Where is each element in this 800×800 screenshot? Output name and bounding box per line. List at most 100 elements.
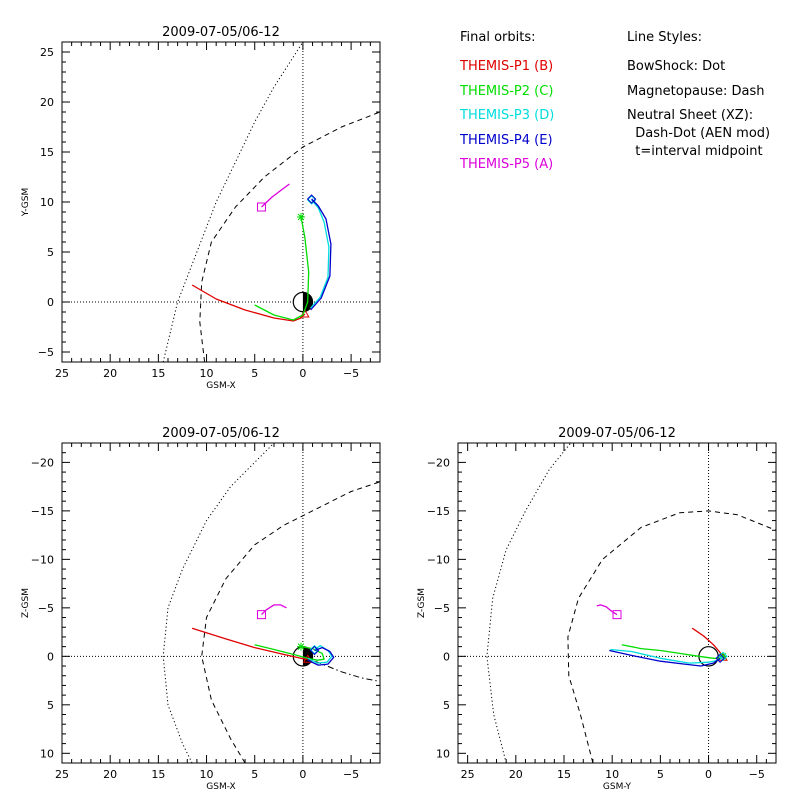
y-tick-label: −15 (427, 505, 450, 518)
panel-xz: 2009-07-05/06-12 25 20 15 10 5 0 −5 10 5 0 −5 −10 −15… (21, 426, 381, 792)
y-tick-label: 10 (40, 747, 54, 760)
y-tick-label: −20 (427, 456, 450, 469)
orbit-line-p4 (307, 646, 335, 666)
orbit-end-marker-p5 (612, 610, 622, 620)
x-tick-label: 25 (55, 367, 69, 380)
orbit-line-p1 (191, 284, 306, 322)
panel-yz: 2009-07-05/06-12 25 20 15 10 5 0 −5 10 5 0 −5 −10 −15… (417, 426, 777, 792)
magnetopause-line (567, 510, 776, 763)
orbit-line-p5 (596, 604, 618, 616)
orbit-end-marker-p5 (256, 610, 266, 620)
x-tick-label: 0 (299, 367, 306, 380)
chart-title: 2009-07-05/06-12 (162, 25, 280, 40)
magnetopause-line (201, 481, 380, 763)
y-tick-label: −5 (38, 602, 54, 615)
legend-style-bowshock: BowShock: Dot (627, 59, 725, 74)
legend-orbits-header: Final orbits: (460, 30, 536, 45)
x-tick-label: 15 (557, 768, 571, 781)
plot-area (62, 443, 380, 763)
legend-orbit-p3: THEMIS-P3 (D) (459, 108, 554, 123)
y-tick-label: −5 (38, 346, 54, 359)
y-tick-label: 0 (443, 650, 450, 663)
y-tick-label: 20 (40, 96, 54, 109)
y-tick-label: −20 (31, 456, 54, 469)
y-tick-label: 25 (40, 46, 54, 59)
legend-style-magnetopause: Magnetopause: Dash (627, 84, 764, 99)
y-tick-label: 5 (443, 699, 450, 712)
x-tick-label: 5 (251, 367, 258, 380)
orbit-end-marker-p2 (296, 213, 305, 221)
plot-frame (457, 442, 777, 764)
x-tick-label: −5 (343, 367, 359, 380)
orbit-end-marker-p5 (256, 202, 266, 212)
y-tick-label: −5 (434, 602, 450, 615)
x-tick-label: 25 (55, 768, 69, 781)
x-tick-label: 20 (103, 367, 117, 380)
y-tick-label: 5 (47, 699, 54, 712)
orbit-line-p5 (261, 183, 290, 208)
plot-area (458, 443, 776, 763)
x-tick-label: 5 (657, 768, 664, 781)
bowshock-line (162, 443, 275, 763)
y-tick-label: 15 (40, 146, 54, 159)
x-tick-label: 10 (200, 768, 214, 781)
orbit-end-marker-p3 (309, 644, 320, 655)
x-tick-label: 10 (200, 367, 214, 380)
y-tick-label: −10 (427, 553, 450, 566)
x-tick-label: 0 (299, 768, 306, 781)
y-axis-label: Z-GSM (21, 588, 31, 618)
orbit-line-p4 (609, 649, 721, 667)
x-tick-label: 15 (151, 367, 165, 380)
plot-frame (61, 442, 381, 764)
x-tick-label: 15 (151, 768, 165, 781)
panel-xy: 2009-07-05/06-12 25 20 15 10 5 0 −5 −5 0 5 10 15 20 25… (21, 25, 381, 391)
x-tick-label: 20 (103, 768, 117, 781)
y-tick-label: 5 (47, 246, 54, 259)
legend-style-midpoint-note: t=interval midpoint (627, 144, 763, 159)
chart-title: 2009-07-05/06-12 (558, 426, 676, 441)
orbit-line-p1 (191, 627, 308, 660)
y-tick-label: 10 (40, 196, 54, 209)
orbit-line-p4 (310, 198, 332, 311)
x-tick-label: 25 (461, 768, 475, 781)
x-tick-label: 10 (605, 768, 619, 781)
y-tick-label: 10 (436, 747, 450, 760)
legend-styles-header: Line Styles: (627, 30, 702, 45)
y-tick-label: −10 (31, 553, 54, 566)
orbit-end-marker-p4 (715, 653, 725, 663)
y-tick-label: 0 (47, 296, 54, 309)
legend-style-neutral-sheet-model: Dash-Dot (AEN mod) (627, 126, 770, 141)
x-tick-label: −5 (343, 768, 359, 781)
x-tick-label: −5 (749, 768, 765, 781)
legend-orbit-p1: THEMIS-P1 (B) (459, 59, 553, 74)
y-tick-label: −15 (31, 505, 54, 518)
x-axis-label: GSM-Y (603, 782, 632, 792)
legend-orbit-p2: THEMIS-P2 (C) (459, 84, 553, 99)
orbit-line-p3 (307, 645, 333, 664)
x-axis-label: GSM-X (206, 381, 235, 391)
legend-style-neutral-sheet: Neutral Sheet (XZ): (627, 108, 753, 123)
neutral-sheet-line (302, 655, 380, 682)
x-tick-label: 5 (251, 768, 258, 781)
plot-area (62, 42, 380, 362)
orbit-end-marker-p4 (306, 194, 317, 204)
x-axis-label: GSM-X (206, 782, 235, 792)
magnetopause-line (199, 111, 380, 362)
y-axis-label: Z-GSM (417, 588, 427, 618)
bowshock-line (486, 443, 572, 763)
x-tick-label: 20 (509, 768, 523, 781)
orbit-end-marker-p2 (296, 642, 305, 651)
y-tick-label: 0 (47, 650, 54, 663)
legend: Final orbits: THEMIS-P1 (B) THEMIS-P2 (C… (459, 30, 770, 172)
plot-frame (61, 41, 381, 363)
orbit-line-p2 (621, 644, 724, 659)
orbit-end-marker-p4 (309, 645, 320, 656)
legend-orbit-p5: THEMIS-P5 (A) (459, 157, 553, 172)
orbit-end-marker-p3 (306, 195, 317, 205)
orbit-line-p3 (310, 199, 330, 309)
y-axis-label: Y-GSM (21, 188, 31, 217)
x-tick-label: 0 (705, 768, 712, 781)
orbit-line-p5 (261, 604, 287, 616)
legend-orbit-p4: THEMIS-P4 (E) (459, 133, 553, 148)
